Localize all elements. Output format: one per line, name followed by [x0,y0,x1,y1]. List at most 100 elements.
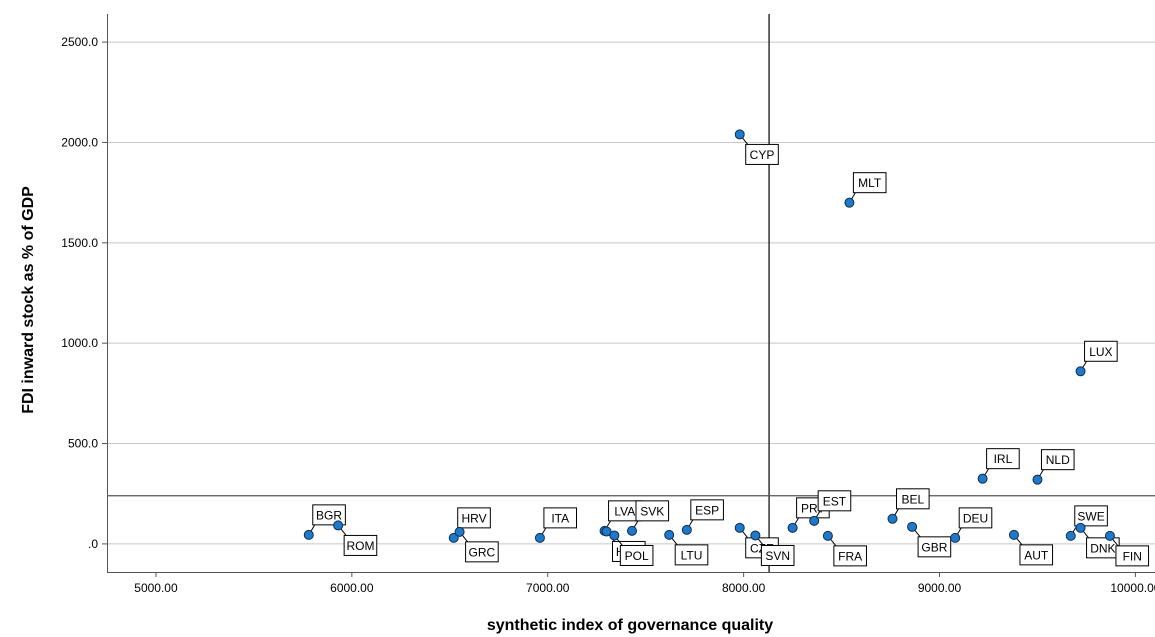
point-label-cyp: CYP [750,148,775,162]
point-label-lva: LVA [614,504,635,518]
point-marker-deu [950,532,961,543]
label-box-ita [543,507,578,529]
point-label-svn: SVN [765,549,790,563]
point-label-dnk: DNK [1090,541,1115,555]
point-label-ltu: LTU [681,548,703,562]
point-nld: NLD [1032,449,1075,485]
data-points: BGRROMHRVGRCITALVAHUNPOLSVKLTUESPCZESVNC… [303,129,1150,567]
point-label-bgr: BGR [316,508,342,522]
label-box-esp [690,499,724,521]
label-box-ltu [674,544,709,566]
point-dnk: DNK [1075,522,1120,559]
point-marker-cze [734,522,745,533]
axes [107,14,1155,573]
point-svn: SVN [750,530,795,566]
point-grc: GRC [454,526,499,563]
y-tick-label-2: 1000.0 [61,336,98,350]
label-box-irl [986,448,1020,470]
point-label-irl: IRL [994,452,1013,466]
point-label-lux: LUX [1089,345,1112,359]
point-irl: IRL [977,448,1020,484]
label-box-svk [635,500,670,522]
point-marker-bel [887,513,898,524]
y-tick-label-4: 2000.0 [61,135,98,149]
label-box-est [817,490,852,512]
point-svk: SVK [626,500,670,536]
label-box-pol [619,544,654,566]
label-box-deu [958,507,993,529]
point-hrv: HRV [448,507,491,543]
point-label-grc: GRC [469,545,496,559]
y-axis-title: FDI inward stock as % of GDP [20,186,37,414]
point-label-est: EST [823,494,847,508]
point-marker-svn [750,530,761,541]
point-marker-hrv [448,532,459,543]
x-axis-title: synthetic index of governance quality [487,617,773,634]
label-box-swe [1074,505,1108,527]
point-marker-grc [454,526,465,537]
point-marker-ltu [664,529,675,540]
point-marker-bgr [303,529,314,540]
point-gbr: GBR [907,521,952,558]
point-marker-irl [977,473,988,484]
point-pol: POL [609,530,654,566]
point-label-fra: FRA [838,549,862,563]
x-tick-label-0: 5000.00 [134,581,178,595]
point-label-deu: DEU [963,511,988,525]
point-marker-est [809,515,820,526]
point-marker-hun [601,526,612,537]
point-marker-dnk [1075,522,1086,533]
point-marker-nld [1032,474,1043,485]
label-box-gbr [917,536,952,558]
point-esp: ESP [681,499,724,535]
label-box-rom [343,534,378,556]
point-swe: SWE [1065,505,1108,541]
label-box-bgr [312,504,346,526]
point-label-esp: ESP [695,503,719,517]
x-tick-label-2: 7000.00 [526,581,570,595]
point-marker-mlt [844,197,855,208]
label-box-fra [833,545,867,567]
point-marker-esp [681,524,692,535]
point-marker-prt [787,522,798,533]
point-bel: BEL [887,488,930,524]
label-box-grc [465,541,499,563]
point-mlt: MLT [844,172,887,208]
point-label-swe: SWE [1077,509,1104,523]
x-tick-label-3: 8000.00 [722,581,766,595]
point-label-hrv: HRV [461,511,486,525]
point-marker-svk [626,525,637,536]
point-lva: LVA [599,500,642,536]
label-box-fin [1115,545,1150,567]
y-tick-label-0: .0 [88,537,98,551]
gridlines [107,41,1155,545]
point-label-aut: AUT [1024,548,1049,562]
label-box-hrv [457,507,491,529]
point-marker-ita [534,532,545,543]
point-label-svk: SVK [640,504,664,518]
point-marker-fin [1104,530,1115,541]
point-cyp: CYP [734,129,779,165]
point-rom: ROM [333,520,378,556]
tick-labels: 5000.00 6000.00 7000.00 8000.00 9000.00 10000… [61,35,1155,595]
point-fin: FIN [1104,530,1150,567]
point-ita: ITA [534,507,578,543]
point-label-ita: ITA [551,511,569,525]
point-marker-rom [333,520,344,531]
y-tick-label-3: 1500.0 [61,236,98,250]
point-label-pol: POL [625,549,649,563]
y-tick-label-5: 2500.0 [61,35,98,49]
point-marker-cyp [734,129,745,140]
x-tick-label-5: 10000.00 [1110,581,1155,595]
point-marker-swe [1065,530,1076,541]
point-label-rom: ROM [346,539,374,553]
point-label-nld: NLD [1046,453,1070,467]
point-label-gbr: GBR [921,540,947,554]
point-marker-lux [1075,366,1086,377]
point-marker-pol [609,530,620,541]
point-est: EST [809,490,852,526]
label-box-lux [1084,340,1118,362]
label-box-cyp [745,143,779,165]
point-lux: LUX [1075,340,1118,377]
